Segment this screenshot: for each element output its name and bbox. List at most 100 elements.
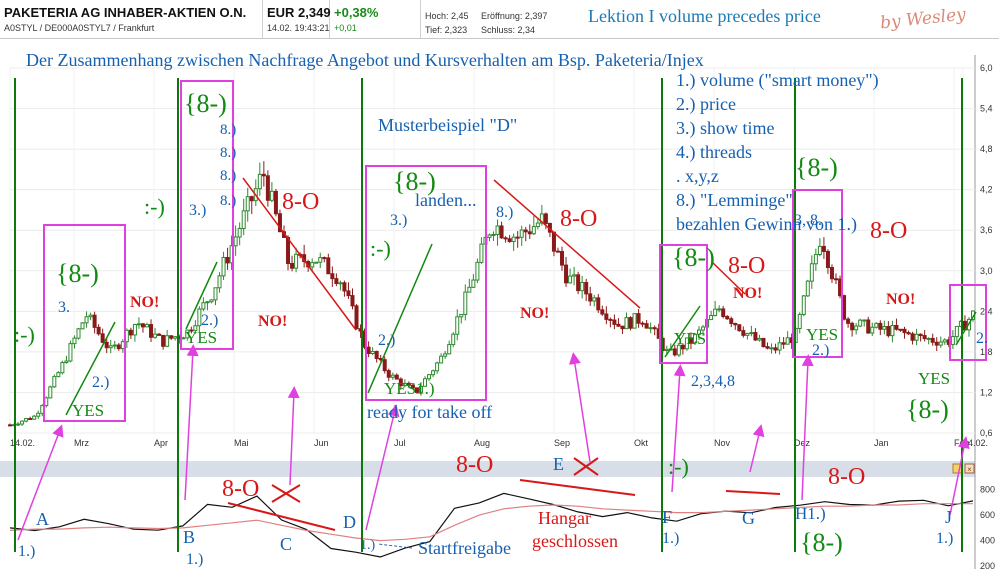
grin-volume-h: {8-) xyxy=(800,528,843,557)
candle-body xyxy=(116,344,121,350)
signal-arrows xyxy=(17,344,970,541)
candle-body xyxy=(898,328,903,331)
candle-body xyxy=(737,324,742,332)
label-2-february: 2. xyxy=(976,330,988,347)
candle-body xyxy=(676,344,681,356)
candle-body xyxy=(846,318,851,324)
candle-body xyxy=(475,261,480,281)
candle-body xyxy=(862,319,867,322)
candle-body xyxy=(338,282,343,285)
candle-body xyxy=(60,362,65,374)
phase-dividers xyxy=(14,78,963,552)
author-signature: by Wesley xyxy=(879,4,967,34)
svg-text:×: × xyxy=(967,465,972,474)
lesson-title: Lektion I volume precedes price xyxy=(588,6,821,26)
candle-body xyxy=(616,323,621,327)
highlight-boxes xyxy=(43,80,987,422)
candle-body xyxy=(640,322,645,325)
x-tick-label: 14.02. xyxy=(10,438,35,448)
candle-body xyxy=(370,350,375,355)
startfreigabe-label: Startfreigabe xyxy=(418,538,511,558)
candle-body xyxy=(797,313,802,330)
candle-body xyxy=(265,175,270,201)
candle-body xyxy=(366,346,371,355)
x-tick-label: Jun xyxy=(314,438,329,448)
candle-body xyxy=(511,236,516,243)
x-axis-ticks: 14.02.MrzAprMaiJunJulAugSepOktNovDezJanF… xyxy=(10,438,988,448)
candle-body xyxy=(241,210,246,229)
change-absolute: +0,01 xyxy=(334,23,357,33)
candle-body xyxy=(954,325,959,338)
grin-december: {8-) xyxy=(795,153,838,182)
candle-body xyxy=(354,305,359,330)
last-price: EUR 2,349 xyxy=(267,5,331,20)
label-8c: 8.) xyxy=(220,168,236,184)
price-panel xyxy=(0,55,975,439)
vol-label-g: G xyxy=(742,508,755,528)
candle-body xyxy=(805,280,810,297)
shock-volume-h: 8-O xyxy=(828,464,865,490)
panel-close-icon[interactable] xyxy=(964,463,975,474)
candle-body xyxy=(76,328,81,339)
x-tick-label: Okt xyxy=(634,438,649,448)
vol-label-1-f: 1.) xyxy=(662,530,679,547)
candle-body xyxy=(237,227,242,238)
candle-body xyxy=(346,290,351,297)
candle-body xyxy=(531,226,536,235)
change-cell: +0,38% +0,01 xyxy=(330,0,421,38)
x-tick-label: Jan xyxy=(874,438,889,448)
y-tick-label: 3,6 xyxy=(980,225,993,235)
label-2348: 2,3,4,8 xyxy=(691,373,735,390)
candle-body xyxy=(938,341,943,346)
candle-body xyxy=(455,316,460,335)
candle-body xyxy=(479,243,484,263)
candle-body xyxy=(854,325,859,331)
candle-body xyxy=(261,173,266,177)
candle-body xyxy=(104,341,109,349)
vol-trend-bc xyxy=(227,502,336,531)
candle-body xyxy=(499,225,504,239)
candle-body xyxy=(197,308,202,327)
arrow-d-icon xyxy=(365,404,400,531)
label-3-8-december: 3, 8. xyxy=(794,212,822,229)
stat-close: Schluss: 2,34 xyxy=(481,25,536,35)
candle-body xyxy=(386,370,391,378)
vol-label-d: D xyxy=(343,512,356,532)
vol-label-c: C xyxy=(280,534,292,554)
candle-body xyxy=(519,229,524,238)
candle-body xyxy=(930,337,935,343)
candle-body xyxy=(136,323,141,326)
candle-body xyxy=(36,412,41,417)
candle-body xyxy=(910,333,915,341)
volume-lines: 200 400 600 800 xyxy=(9,485,995,569)
candle-body xyxy=(169,335,174,339)
candle-body xyxy=(16,423,21,426)
arrow-h-icon xyxy=(801,354,814,501)
candle-body xyxy=(28,418,33,421)
candle-body xyxy=(193,325,198,332)
candle-body xyxy=(310,262,315,268)
shock-january: 8-O xyxy=(870,218,907,244)
candle-body xyxy=(410,384,415,389)
candle-body xyxy=(406,382,411,386)
support-october xyxy=(664,305,701,358)
candle-body xyxy=(205,301,210,304)
candle-body xyxy=(185,329,190,339)
vol-label-1-d: 1.) xyxy=(360,538,376,553)
smiley-volume-f: :-) xyxy=(668,454,689,479)
candle-body xyxy=(636,313,641,324)
candle-body xyxy=(286,236,291,264)
candle-body xyxy=(809,263,814,282)
hangar-label-2: geschlossen xyxy=(532,531,618,551)
candle-body xyxy=(777,342,782,351)
candle-body xyxy=(100,333,105,343)
candle-body xyxy=(588,293,593,302)
candle-body xyxy=(326,257,331,275)
grin-july: {8-) xyxy=(393,167,436,196)
candle-body xyxy=(225,256,230,264)
arrow-c-icon xyxy=(287,386,300,486)
candle-body xyxy=(749,332,754,335)
candle-body xyxy=(870,326,875,334)
candle-body xyxy=(717,308,722,311)
candle-body xyxy=(161,334,166,347)
